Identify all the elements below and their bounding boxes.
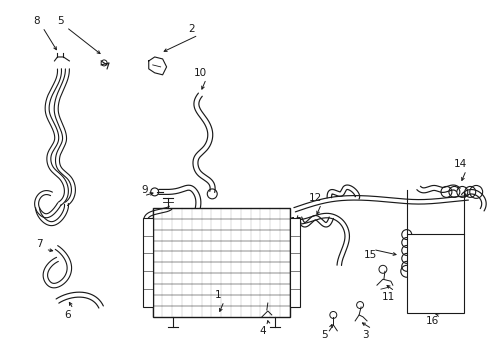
Bar	[152, 208, 289, 317]
Text: 5: 5	[57, 16, 63, 26]
Text: 5: 5	[321, 330, 327, 340]
Text: 16: 16	[425, 316, 438, 326]
Text: 14: 14	[453, 159, 466, 169]
Text: 1: 1	[214, 290, 221, 300]
Text: 8: 8	[33, 16, 40, 26]
Text: 3: 3	[361, 330, 368, 340]
Text: 10: 10	[193, 68, 206, 78]
Text: 12: 12	[308, 193, 322, 203]
Bar	[406, 234, 463, 313]
Text: 15: 15	[363, 251, 376, 260]
Text: 9: 9	[141, 185, 147, 195]
Text: 6: 6	[64, 310, 71, 320]
Bar	[142, 218, 152, 307]
Text: 4: 4	[259, 326, 265, 336]
Text: 11: 11	[382, 292, 395, 302]
Text: 7: 7	[36, 239, 43, 248]
Text: 2: 2	[188, 24, 195, 34]
Text: 13: 13	[289, 217, 302, 227]
Bar	[289, 218, 299, 307]
